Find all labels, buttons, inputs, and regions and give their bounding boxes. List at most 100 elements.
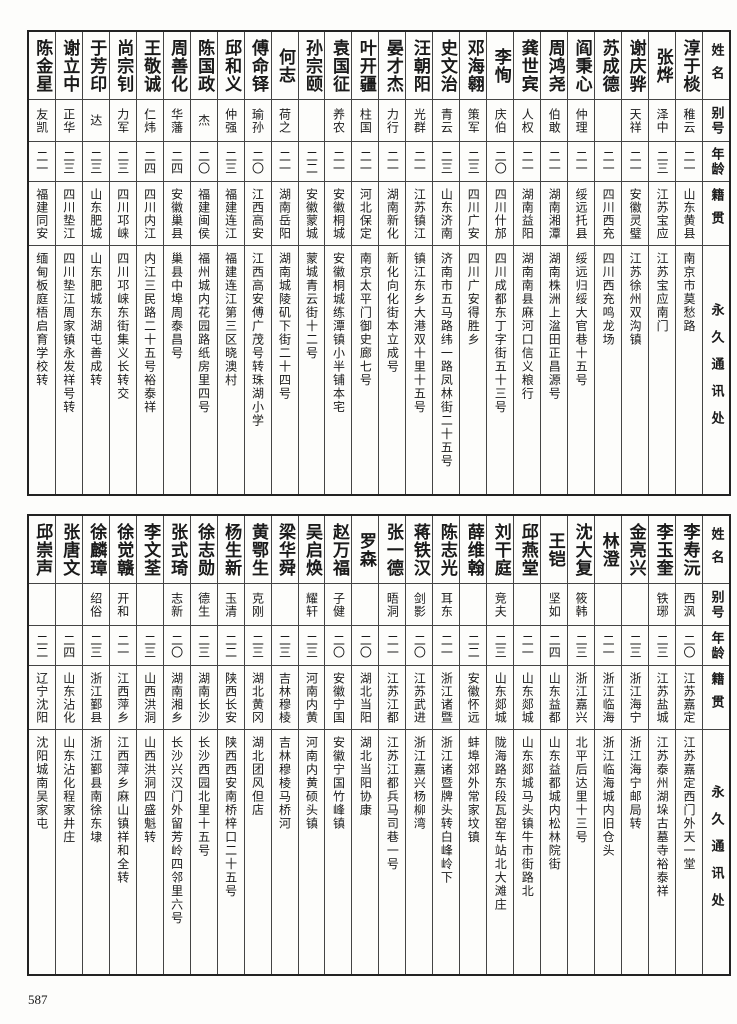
alias-cell: 晤洞 — [379, 584, 406, 626]
native-text: 四川垫江 — [61, 188, 76, 240]
table-row: 陈志光 耳东 二一 浙江诸暨 浙江诸暨牌头转白峰岭下 — [432, 516, 460, 974]
header-name-text: 姓名 — [708, 42, 724, 89]
header-column: 姓名 别号 年龄 籍贯 永久通讯处 — [702, 32, 729, 494]
alias-cell: 光群 — [406, 100, 433, 142]
name-cell: 叶开疆 — [352, 32, 379, 100]
age-cell: 二一 — [28, 142, 55, 182]
table-row: 金亮兴 二三 浙江海宁 浙江海宁邮局转 — [621, 516, 649, 974]
age-cell: 二一 — [622, 142, 649, 182]
age-cell: 二〇 — [163, 626, 190, 666]
alias-cell — [271, 584, 298, 626]
address-text: 四川西充鸣龙场 — [601, 252, 616, 347]
address-text: 四川垫江周家镇永发祥号转 — [61, 252, 76, 414]
age-cell: 二〇 — [190, 142, 217, 182]
name-text: 张一德 — [382, 522, 403, 577]
address-cell: 山东郯城马头镇牛市街路北 — [514, 730, 540, 974]
age-cell: 二〇 — [406, 626, 433, 666]
header-age-text: 年龄 — [708, 146, 724, 177]
name-text: 徐觉赣 — [113, 522, 134, 577]
table-row: 汪朝阳 光群 二一 江苏镇江 镇江东乡大港双十里十五号 — [405, 32, 433, 494]
name-text: 张烨 — [652, 47, 673, 84]
address-cell: 陇海路东段瓦窑车站北大滩庄 — [487, 730, 513, 974]
alias-text: 瑜孙 — [250, 107, 265, 134]
address-cell: 蚌埠郊外常家坟镇 — [460, 730, 486, 974]
name-cell: 刘干庭 — [487, 516, 514, 584]
native-text: 陕西长安 — [223, 672, 238, 724]
name-text: 邓海翱 — [463, 38, 484, 93]
name-cell: 晏才杰 — [379, 32, 406, 100]
alias-cell: 华藩 — [163, 100, 190, 142]
name-cell: 周鸿尧 — [541, 32, 568, 100]
address-text: 陕西西安南桥梓口二十五号 — [223, 736, 238, 898]
native-text: 湖南湘乡 — [169, 672, 184, 724]
alias-text: 克刚 — [250, 591, 265, 618]
native-text: 江西高安 — [250, 188, 265, 240]
header-address-text: 永久通讯处 — [708, 302, 724, 438]
name-text: 薛维翰 — [463, 522, 484, 577]
name-cell: 汪朝阳 — [406, 32, 433, 100]
name-text: 李玉奎 — [652, 522, 673, 577]
name-text: 杨生新 — [221, 522, 242, 577]
alias-cell: 德生 — [190, 584, 217, 626]
name-text: 张式琦 — [167, 522, 188, 577]
native-text: 浙江鄞县 — [88, 672, 103, 724]
name-cell: 李玉奎 — [649, 516, 676, 584]
native-cell: 江西高安 — [244, 182, 271, 246]
address-cell: 浙江嘉兴杨柳湾 — [406, 730, 432, 974]
age-cell: 二〇 — [325, 626, 352, 666]
name-text: 汪朝阳 — [409, 38, 430, 93]
alias-cell: 正华 — [55, 100, 82, 142]
age-text: 二〇 — [331, 633, 346, 658]
alias-cell: 天祥 — [622, 100, 649, 142]
address-cell: 山西洪洞四盛魁转 — [137, 730, 163, 974]
alias-text: 筱韩 — [574, 591, 589, 618]
native-text: 山西洪洞 — [142, 672, 157, 724]
age-cell: 二三 — [649, 626, 676, 666]
native-text: 浙江嘉兴 — [574, 672, 589, 724]
age-cell: 二一 — [433, 626, 460, 666]
table-row: 薛维翰二二 安徽怀远 蚌埠郊外常家坟镇 — [459, 516, 487, 974]
native-cell: 四川垫江 — [55, 182, 82, 246]
address-text: 吉林穆棱马桥河 — [277, 736, 292, 831]
age-text: 二〇 — [169, 633, 184, 658]
alias-text: 晤洞 — [385, 591, 400, 618]
alias-text: 泽中 — [655, 107, 670, 134]
alias-cell — [622, 584, 649, 626]
native-cell: 山东益都 — [541, 666, 568, 730]
name-text: 赵万福 — [328, 522, 349, 577]
alias-cell: 竞夫 — [487, 584, 514, 626]
native-cell: 四川西充 — [595, 182, 622, 246]
address-text: 山东郯城马头镇牛市街路北 — [520, 736, 535, 898]
native-cell: 江西萍乡 — [109, 666, 136, 730]
alias-cell: 剑影 — [406, 584, 433, 626]
age-text: 二一 — [574, 149, 589, 174]
age-text: 二三 — [655, 149, 670, 174]
alias-cell: 策军 — [460, 100, 487, 142]
age-cell: 二四 — [55, 626, 82, 666]
native-cell: 安徽怀远 — [460, 666, 487, 730]
age-cell: 二二 — [460, 626, 487, 666]
address-cell: 蒙城青云街十二号 — [299, 246, 325, 494]
age-cell: 二三 — [271, 626, 298, 666]
table-row: 徐觉赣 开和 二一 江西萍乡 江西萍乡麻山镇祥和全转 — [108, 516, 136, 974]
native-text: 江苏盐城 — [655, 672, 670, 724]
native-cell: 吉林穆棱 — [271, 666, 298, 730]
age-text: 二〇 — [682, 633, 697, 658]
alias-cell: 西沨 — [676, 584, 703, 626]
address-cell: 绥远归绥大官巷十五号 — [568, 246, 594, 494]
native-cell: 湖北当阳 — [352, 666, 379, 730]
alias-text: 达 — [88, 114, 103, 127]
address-text: 南京太平门御史廊七号 — [358, 252, 373, 387]
native-text: 辽宁沈阳 — [34, 672, 49, 724]
name-text: 于芳印 — [86, 38, 107, 93]
alias-cell — [595, 584, 622, 626]
address-text: 湖北团风但店 — [250, 736, 265, 817]
native-text: 吉林穆棱 — [277, 672, 292, 724]
name-text: 金亮兴 — [625, 522, 646, 577]
name-cell: 吴启焕 — [298, 516, 325, 584]
age-text: 二〇 — [358, 633, 373, 658]
header-native-cell: 籍贯 — [703, 666, 729, 730]
address-cell: 安徽宁国竹峰镇 — [325, 730, 351, 974]
table-row: 邱燕堂 二一 山东郯城 山东郯城马头镇牛市街路北 — [513, 516, 541, 974]
alias-cell — [595, 100, 622, 142]
